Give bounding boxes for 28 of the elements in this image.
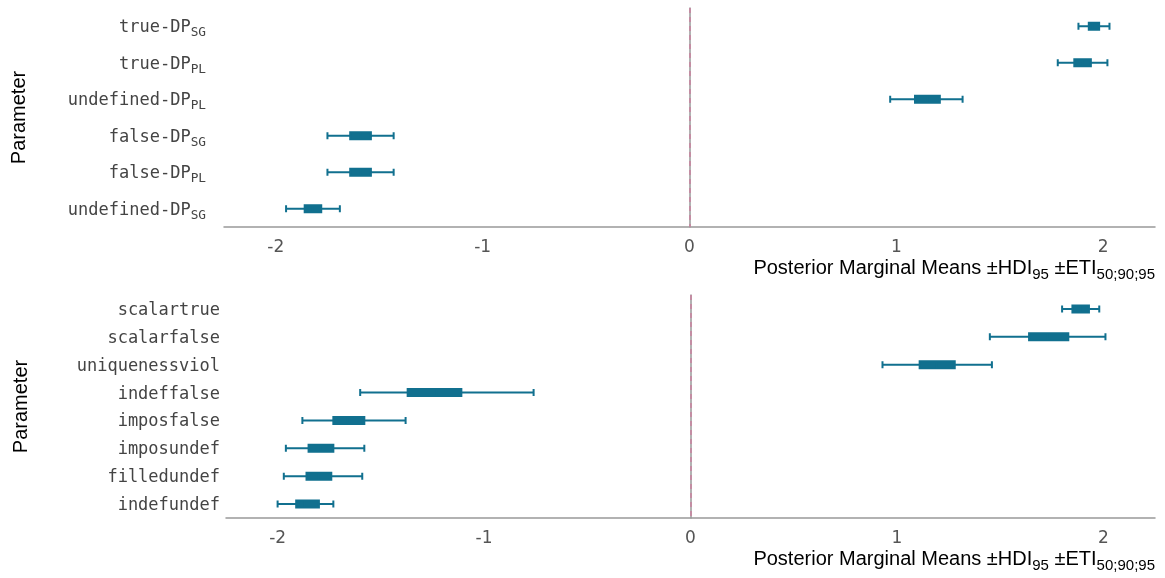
y-tick-label: false-DP$_{PL}$: [108, 162, 206, 186]
x-tick-label: 0: [685, 526, 696, 547]
y-tick-label: indefundef: [117, 494, 220, 515]
y-tick-label: true-DP$_{PL}$: [118, 52, 206, 76]
y-tick-label: imposundef: [117, 438, 220, 459]
y-axis-title: Parameter: [9, 359, 31, 454]
y-tick-label: scalartrue: [117, 298, 220, 319]
x-tick-label: 2: [1097, 235, 1109, 256]
y-tick-label: undefined-DP$_{PL}$: [67, 89, 206, 113]
x-axis-title: Posterior Marginal Means ±HDI$_{95}$ ±ETI$_{50;90;95}$: [753, 255, 1155, 282]
x-tick-label: 1: [890, 235, 902, 256]
x-axis-title: Posterior Marginal Means ±HDI$_{95}$ ±ETI$_{50;90;95}$: [753, 546, 1155, 573]
x-tick-label: -2: [269, 526, 287, 547]
y-tick-label: filledundef: [107, 466, 220, 487]
y-tick-label: indeffalse: [117, 382, 220, 403]
x-tick-label: 1: [891, 526, 903, 547]
y-tick-label: undefined-DP$_{SG}$: [67, 198, 206, 222]
y-tick-label: imposfalse: [117, 410, 220, 431]
y-tick-label: uniquenessviol: [76, 354, 220, 375]
x-tick-label: 2: [1097, 526, 1109, 547]
x-tick-label: -1: [474, 235, 492, 256]
y-tick-label: false-DP$_{SG}$: [108, 125, 206, 149]
y-tick-label: true-DP$_{SG}$: [118, 16, 206, 40]
x-tick-label: -1: [475, 526, 493, 547]
y-axis-title: Parameter: [7, 70, 29, 165]
x-tick-label: -2: [267, 235, 285, 256]
y-tick-label: scalarfalse: [107, 326, 220, 347]
x-tick-label: 0: [684, 235, 695, 256]
